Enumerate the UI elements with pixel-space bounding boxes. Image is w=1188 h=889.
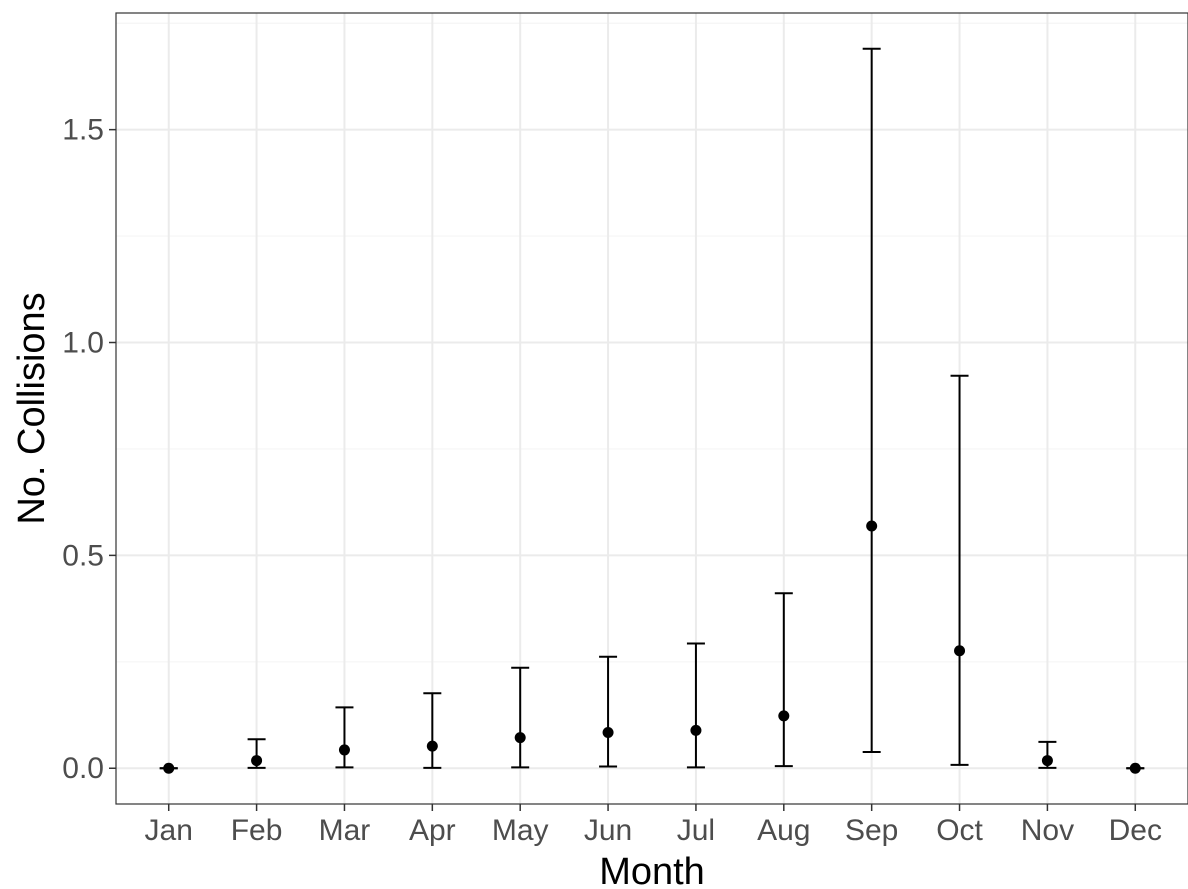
- data-point: [1129, 762, 1141, 774]
- x-tick-label: May: [492, 814, 549, 847]
- x-tick-label: Jan: [145, 814, 193, 847]
- x-tick-label: Jul: [677, 814, 715, 847]
- data-point-dec: [1126, 762, 1145, 774]
- data-point-jul: [686, 642, 705, 769]
- x-tick-label: Apr: [409, 814, 456, 847]
- data-point-oct: [950, 374, 969, 766]
- y-axis: 0.0 0.5 1.0 1.5: [62, 114, 116, 785]
- data-point: [514, 732, 526, 744]
- data-point-sep: [862, 47, 881, 754]
- x-axis-title: Month: [599, 851, 705, 889]
- data-point: [426, 740, 438, 752]
- data-point-aug: [774, 592, 793, 768]
- x-tick-label: Nov: [1021, 814, 1074, 847]
- data-point: [778, 710, 790, 722]
- x-tick-label: Mar: [319, 814, 371, 847]
- x-tick-label: Oct: [936, 814, 983, 847]
- data-point: [251, 755, 263, 767]
- data-point: [1041, 755, 1053, 767]
- data-point-feb: [247, 738, 266, 769]
- data-point: [338, 744, 350, 756]
- data-marks: [159, 47, 1145, 774]
- x-axis: Jan Feb Mar Apr May Jun Jul Aug Sep Oct Nov Dec: [145, 804, 1162, 847]
- panel-border: [115, 12, 1188, 805]
- x-tick-label: Sep: [845, 814, 898, 847]
- data-point: [866, 520, 878, 532]
- data-point-jun: [599, 655, 618, 768]
- x-tick-label: Feb: [231, 814, 283, 847]
- data-point: [602, 726, 614, 738]
- y-tick-label: 0.0: [62, 752, 104, 785]
- y-tick-label: 0.5: [62, 539, 104, 572]
- data-point: [690, 724, 702, 736]
- data-point-may: [511, 666, 530, 769]
- y-tick-label: 1.5: [62, 114, 104, 147]
- x-tick-label: Aug: [757, 814, 810, 847]
- data-point-jan: [159, 762, 178, 774]
- y-tick-label: 1.0: [62, 327, 104, 360]
- data-point-mar: [335, 706, 354, 769]
- data-point-nov: [1038, 740, 1057, 769]
- data-point-apr: [423, 692, 442, 769]
- y-axis-title: No. Collisions: [11, 292, 53, 524]
- x-tick-label: Jun: [584, 814, 632, 847]
- x-tick-label: Dec: [1109, 814, 1162, 847]
- data-point: [954, 645, 966, 657]
- data-point: [163, 762, 175, 774]
